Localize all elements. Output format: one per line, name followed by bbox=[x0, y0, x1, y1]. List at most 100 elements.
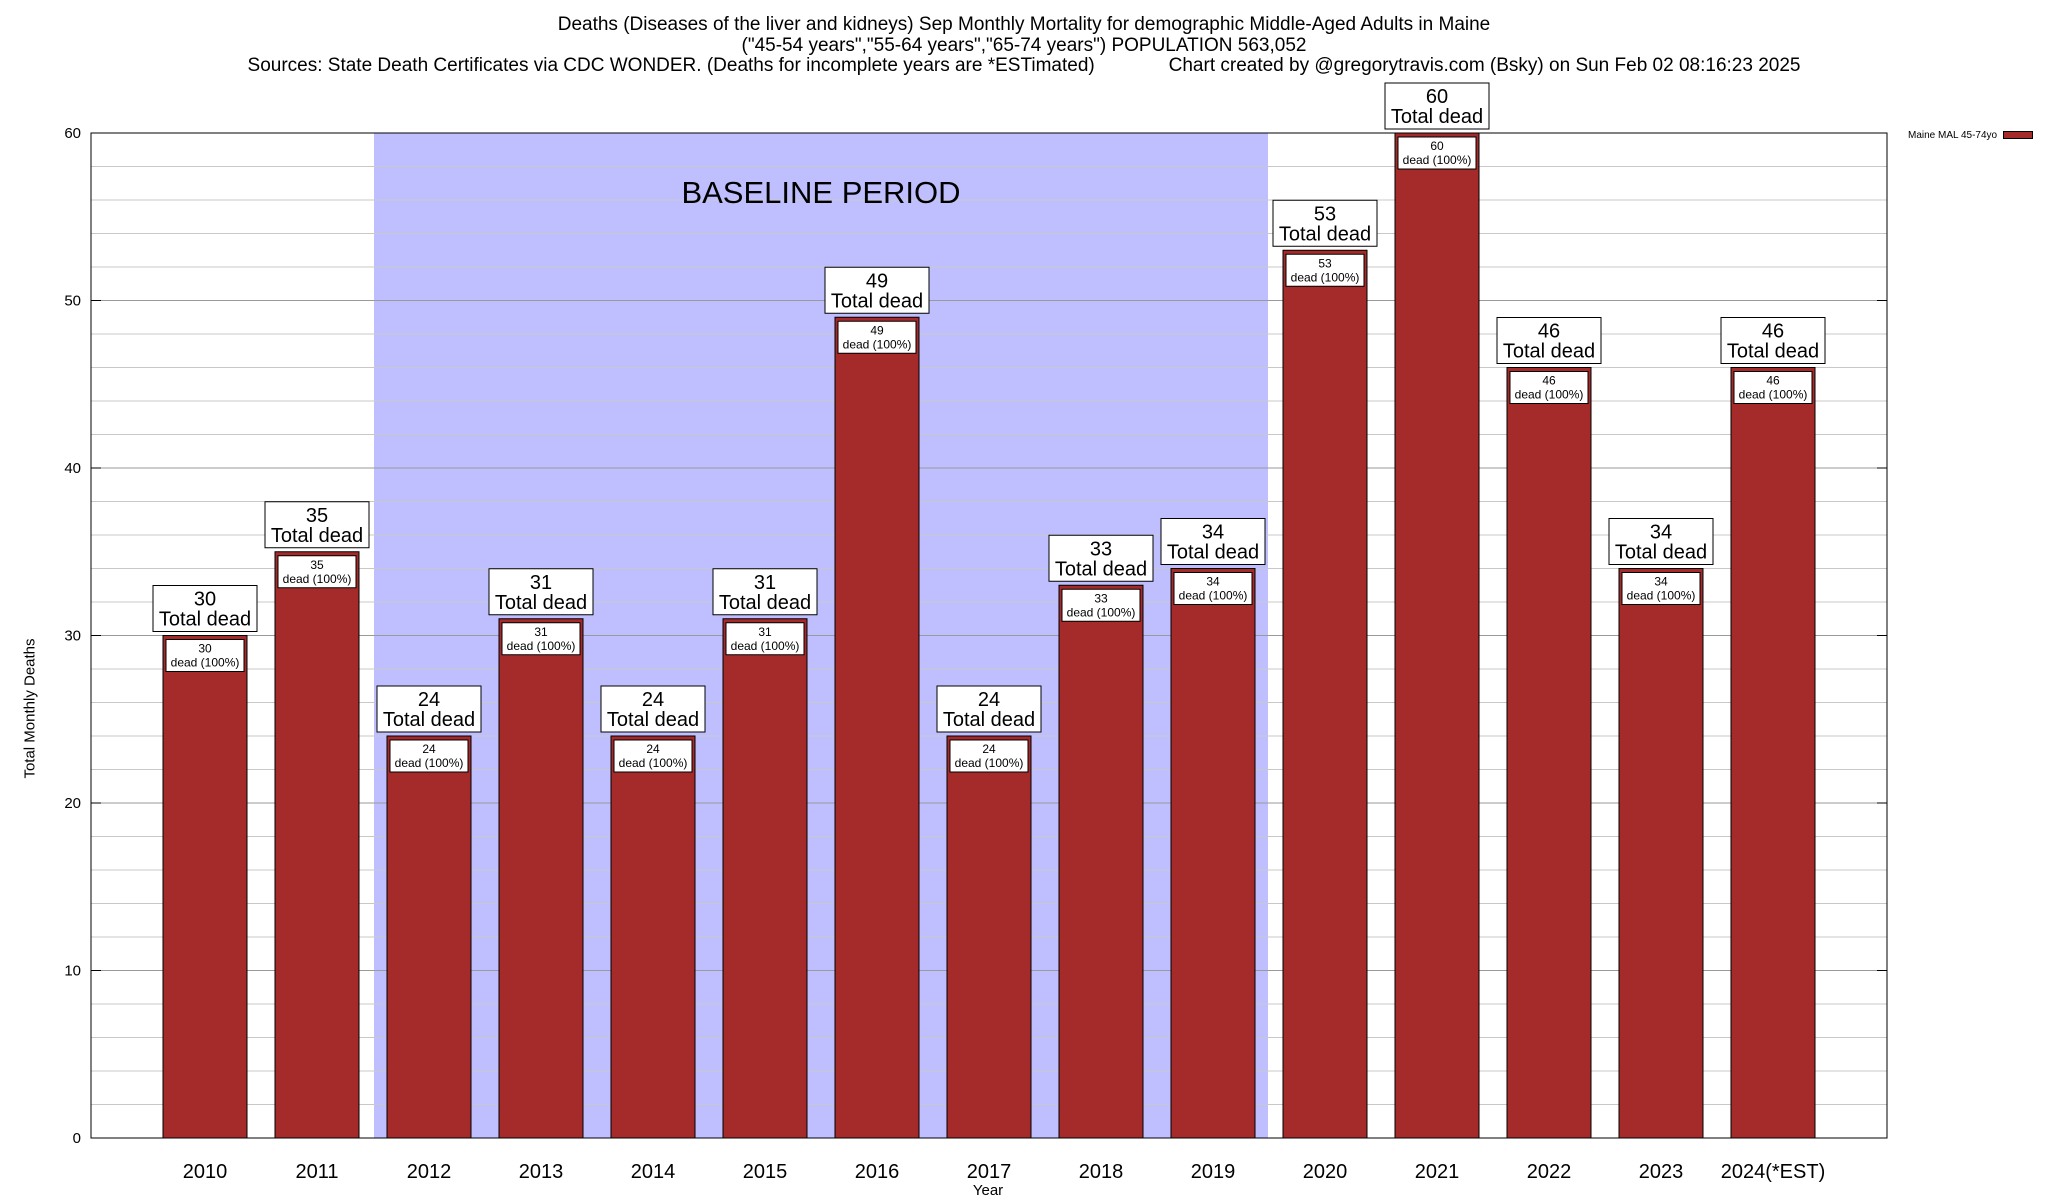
bar-inner-caption: dead (100%) bbox=[507, 639, 576, 653]
chart-title-line-1: Deaths (Diseases of the liver and kidney… bbox=[557, 14, 1491, 35]
bar-inner-value: 24 bbox=[982, 742, 996, 756]
bar-inner-value: 33 bbox=[1094, 591, 1108, 605]
bar-inner-label-box bbox=[1733, 371, 1813, 404]
bar bbox=[1730, 367, 1816, 1139]
bar-inner-label-box bbox=[1621, 572, 1701, 605]
bar-inner-label-box bbox=[165, 639, 245, 672]
bar-inner-value: 53 bbox=[1318, 256, 1332, 270]
y-tick-label: 50 bbox=[64, 293, 81, 310]
bar-total-caption: Total dead bbox=[719, 592, 811, 614]
bar-total-label-box bbox=[1384, 82, 1490, 130]
bar-total-caption: Total dead bbox=[831, 290, 923, 312]
y-axis-label: Total Monthly Deaths bbox=[21, 638, 39, 779]
x-tick-label: 2014 bbox=[631, 1161, 676, 1183]
y-tick-label: 20 bbox=[64, 795, 81, 812]
bar-total-caption: Total dead bbox=[1615, 542, 1707, 564]
bar-inner-caption: dead (100%) bbox=[1291, 270, 1360, 284]
x-tick-label: 2018 bbox=[1079, 1161, 1124, 1183]
bar-inner-caption: dead (100%) bbox=[171, 656, 240, 670]
bar-inner-caption: dead (100%) bbox=[619, 756, 688, 770]
bar-inner-value: 49 bbox=[870, 323, 884, 337]
bar-total-caption: Total dead bbox=[1503, 341, 1595, 363]
bar-inner-label-box bbox=[501, 622, 581, 656]
chart-title-line-2: ("45-54 years","55-64 years","65-74 year… bbox=[741, 35, 1307, 56]
bar bbox=[1058, 584, 1144, 1139]
bar bbox=[1618, 568, 1704, 1139]
bar-inner-value: 24 bbox=[422, 742, 436, 756]
bar-total-caption: Total dead bbox=[1167, 542, 1259, 564]
bar-inner-label-box bbox=[1061, 588, 1141, 622]
y-tick-label: 30 bbox=[64, 628, 81, 645]
y-tick-label: 10 bbox=[64, 963, 81, 980]
bar-total-label-box bbox=[1048, 534, 1154, 582]
legend-label: Maine MAL 45-74yo bbox=[1908, 130, 1998, 141]
bar-total-label-box bbox=[1496, 317, 1602, 364]
bar-total-caption: Total dead bbox=[607, 709, 699, 731]
bar-inner-label-box bbox=[277, 555, 357, 589]
bar-total-value: 53 bbox=[1314, 203, 1336, 225]
bar-inner-label-box bbox=[837, 320, 917, 354]
x-tick-label: 2017 bbox=[967, 1161, 1012, 1183]
bar-inner-label-box bbox=[949, 739, 1029, 773]
bar bbox=[1506, 367, 1592, 1139]
bar-total-value: 31 bbox=[754, 572, 776, 594]
bar-inner-label-box bbox=[725, 622, 805, 656]
bar-total-caption: Total dead bbox=[1279, 223, 1371, 245]
bar-total-label-box bbox=[152, 585, 258, 632]
legend: Maine MAL 45-74yo bbox=[1908, 130, 2034, 141]
x-tick-label: 2013 bbox=[519, 1161, 564, 1183]
bar-inner-value: 31 bbox=[534, 625, 548, 639]
bar-inner-label-box bbox=[1285, 253, 1365, 287]
bar-total-value: 35 bbox=[306, 505, 328, 527]
bar-inner-value: 31 bbox=[758, 625, 772, 639]
bar-total-caption: Total dead bbox=[495, 592, 587, 614]
baseline-period-label: BASELINE PERIOD bbox=[681, 175, 960, 210]
x-tick-label: 2011 bbox=[295, 1161, 338, 1183]
bar-total-caption: Total dead bbox=[271, 525, 363, 547]
y-tick-label: 40 bbox=[64, 460, 81, 477]
bar-total-value: 46 bbox=[1762, 321, 1784, 343]
bar-total-value: 33 bbox=[1090, 538, 1112, 560]
bar-total-label-box bbox=[824, 266, 930, 314]
bar-inner-value: 35 bbox=[310, 558, 324, 572]
bar-total-value: 34 bbox=[1650, 522, 1672, 544]
x-axis-label: Year bbox=[972, 1182, 1004, 1199]
bar-total-value: 46 bbox=[1538, 321, 1560, 343]
x-tick-label: 2022 bbox=[1527, 1161, 1572, 1183]
bar-inner-caption: dead (100%) bbox=[1739, 388, 1808, 402]
bar-inner-value: 24 bbox=[646, 742, 660, 756]
bar-inner-label-box bbox=[613, 739, 693, 773]
bar-inner-caption: dead (100%) bbox=[1627, 589, 1696, 603]
x-tick-label: 2012 bbox=[407, 1161, 452, 1183]
bar-inner-value: 46 bbox=[1766, 374, 1780, 388]
bar-inner-caption: dead (100%) bbox=[1067, 605, 1136, 619]
bar bbox=[274, 551, 360, 1139]
bar bbox=[162, 635, 248, 1139]
x-tick-label: 2016 bbox=[855, 1161, 900, 1183]
bar bbox=[1170, 568, 1256, 1139]
bar-inner-caption: dead (100%) bbox=[1179, 589, 1248, 603]
bar-inner-label-box bbox=[1509, 371, 1589, 404]
y-tick-label: 0 bbox=[73, 1130, 81, 1147]
bar bbox=[1394, 132, 1480, 1139]
bar-inner-label-box bbox=[1397, 136, 1477, 170]
bar-total-label-box bbox=[1160, 518, 1266, 565]
bar-total-caption: Total dead bbox=[383, 709, 475, 731]
x-tick-label: 2021 bbox=[1415, 1161, 1460, 1183]
bar-total-value: 60 bbox=[1426, 86, 1448, 108]
bar-total-value: 34 bbox=[1202, 522, 1224, 544]
y-tick-label: 60 bbox=[64, 125, 81, 142]
bar-total-caption: Total dead bbox=[1727, 341, 1819, 363]
bar bbox=[386, 735, 472, 1139]
bar-total-value: 31 bbox=[530, 572, 552, 594]
bar-inner-caption: dead (100%) bbox=[731, 639, 800, 653]
bar-inner-value: 60 bbox=[1430, 139, 1444, 153]
bar-total-label-box bbox=[488, 568, 594, 616]
bar-total-label-box bbox=[600, 685, 706, 733]
x-tick-label: 2020 bbox=[1303, 1161, 1348, 1183]
bar-total-label-box bbox=[264, 501, 370, 549]
bar-total-value: 24 bbox=[978, 689, 1000, 711]
bar-total-caption: Total dead bbox=[1055, 558, 1147, 580]
x-tick-label: 2015 bbox=[743, 1161, 788, 1183]
